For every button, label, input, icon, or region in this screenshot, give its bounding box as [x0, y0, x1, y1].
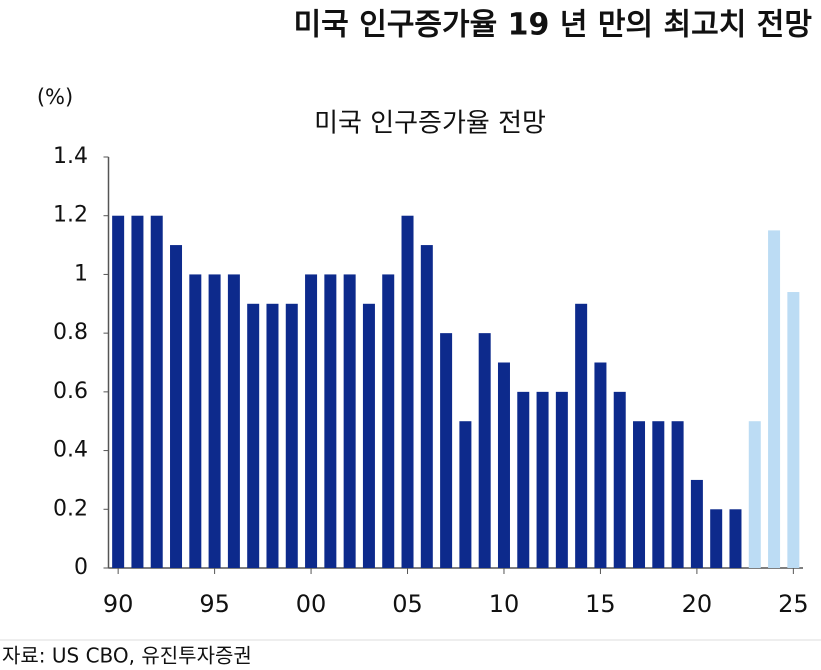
- headline: 미국 인구증가율 19 년 만의 최고치 전망: [294, 8, 813, 43]
- bar: [285, 303, 298, 568]
- bar: [266, 303, 279, 568]
- bar: [208, 274, 221, 568]
- bar: [517, 391, 530, 568]
- bar: [555, 391, 568, 568]
- bar: [112, 215, 125, 568]
- bar: [420, 245, 433, 569]
- bar: [150, 215, 163, 568]
- bar: [594, 362, 607, 568]
- chart-title: 미국 인구증가율 전망: [314, 109, 546, 139]
- bar: [440, 333, 453, 568]
- bar: [633, 421, 646, 568]
- bar: [247, 303, 260, 568]
- x-tick-label: 05: [392, 590, 423, 618]
- x-tick-label: 15: [585, 590, 616, 618]
- bar: [710, 509, 723, 568]
- bar: [324, 274, 337, 568]
- bar: [170, 245, 183, 569]
- bar: [343, 274, 356, 568]
- x-tick-label: 95: [199, 590, 230, 618]
- y-unit: (%): [37, 85, 73, 109]
- bar: [478, 333, 491, 568]
- bar: [536, 391, 549, 568]
- source: 자료: US CBO, 유진투자증권: [2, 644, 252, 668]
- bar: [227, 274, 240, 568]
- bar: [131, 215, 144, 568]
- bar: [401, 215, 414, 568]
- x-tick-label: 90: [103, 590, 134, 618]
- bar: [362, 303, 375, 568]
- bar: [497, 362, 510, 568]
- bar: [690, 479, 703, 568]
- bar: [382, 274, 395, 568]
- y-tick-label: 0.8: [53, 320, 88, 345]
- y-tick-label: 0.2: [53, 496, 88, 521]
- x-tick-label: 10: [489, 590, 520, 618]
- bar: [613, 391, 626, 568]
- bar: [575, 303, 588, 568]
- bar: [787, 292, 800, 568]
- y-tick-label: 0: [74, 555, 88, 580]
- x-tick-label: 00: [296, 590, 327, 618]
- bar: [305, 274, 318, 568]
- bar: [652, 421, 665, 568]
- x-tick-label: 20: [682, 590, 713, 618]
- y-tick-label: 0.6: [53, 379, 88, 404]
- bar: [189, 274, 202, 568]
- y-tick-label: 0.4: [53, 438, 88, 463]
- bar: [459, 421, 472, 568]
- y-tick-label: 1.4: [53, 144, 88, 169]
- bar: [671, 421, 684, 568]
- bar: [729, 509, 742, 568]
- y-tick-label: 1.2: [53, 203, 88, 228]
- x-tick-label: 25: [778, 590, 809, 618]
- bar: [748, 421, 761, 568]
- bar: [768, 230, 781, 568]
- y-tick-label: 1: [74, 261, 88, 286]
